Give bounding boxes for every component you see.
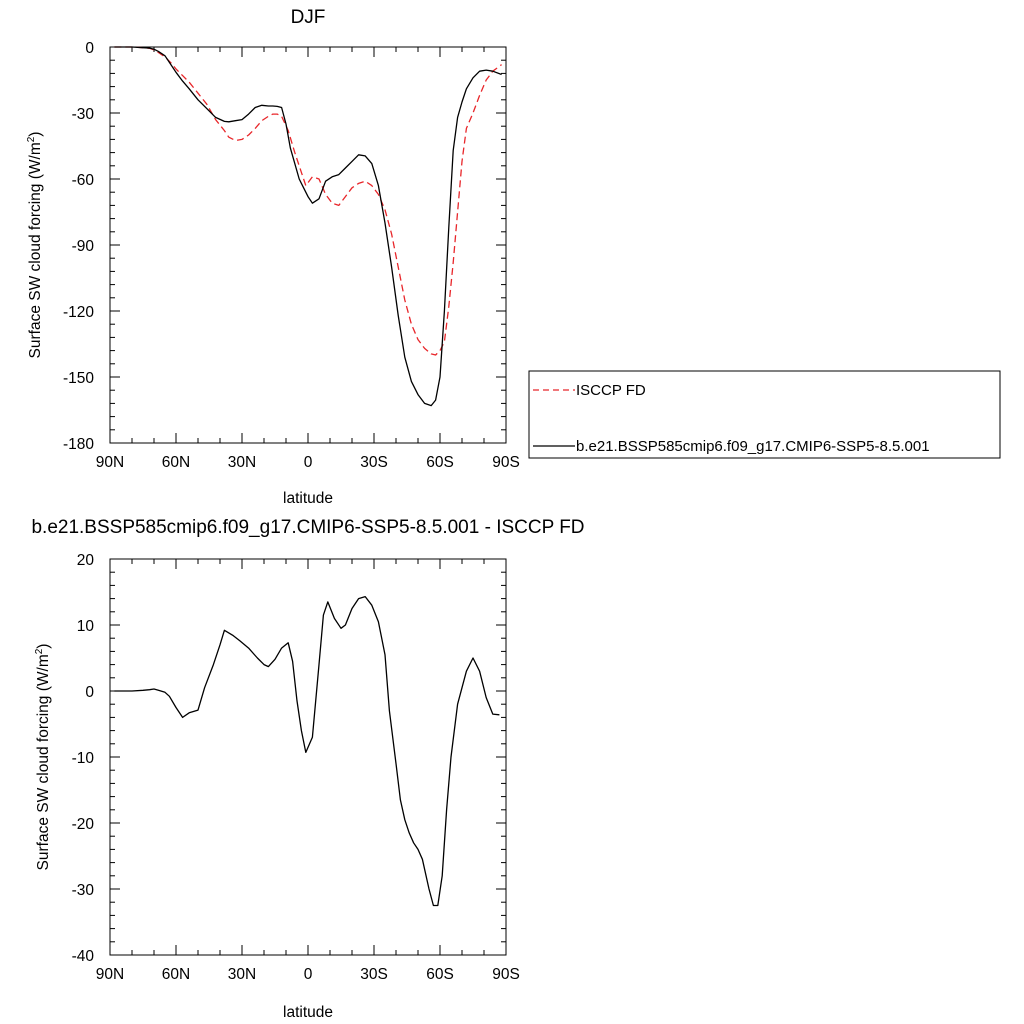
y-tick-label: -30 xyxy=(72,106,95,123)
bottom-plot-series xyxy=(114,595,500,907)
x-tick-label: 30N xyxy=(228,966,256,983)
x-tick-label: 0 xyxy=(304,454,313,471)
top-plot-y-axis-label-main: Surface SW cloud forcing (W/m xyxy=(27,142,44,358)
top-plot-x-axis-label: latitude xyxy=(283,490,333,507)
top-plot-frame xyxy=(109,46,507,444)
legend-box xyxy=(528,370,1001,459)
series-line-difference xyxy=(114,595,500,907)
y-tick-label: -90 xyxy=(72,238,95,255)
y-tick-label: -20 xyxy=(72,816,95,833)
top-plot: DJF 90N 60N 30N 0 30S 60S 90S 0 -30 -60 -90 -120 -15… xyxy=(26,7,520,507)
bottom-plot-title: b.e21.BSSP585cmip6.f09_g17.CMIP6-SSP5-8.… xyxy=(31,517,584,538)
top-plot-series xyxy=(114,46,502,407)
bottom-plot-frame xyxy=(109,558,507,956)
bottom-plot-y-axis-label: Surface SW cloud forcing (W/m2) xyxy=(34,644,52,871)
series-line-model xyxy=(114,46,502,407)
y-tick-label: -30 xyxy=(72,882,95,899)
top-plot-ticks: 90N 60N 30N 0 30S 60S 90S 0 -30 -60 -90 -120 -150 -18… xyxy=(63,40,520,471)
bottom-plot-y-axis-label-sup: 2 xyxy=(34,648,45,654)
y-tick-label: -10 xyxy=(72,750,95,767)
top-plot-y-axis-label-close: ) xyxy=(27,132,44,137)
top-plot-title: DJF xyxy=(291,7,326,28)
legend-label-model: b.e21.BSSP585cmip6.f09_g17.CMIP6-SSP5-8.… xyxy=(576,438,930,455)
bottom-plot-ticks: 90N 60N 30N 0 30S 60S 90S 20 10 0 -10 -20 -30 -40 xyxy=(72,552,520,983)
y-tick-label: -150 xyxy=(63,370,94,387)
x-tick-label: 30N xyxy=(228,454,256,471)
y-tick-label: -60 xyxy=(72,172,95,189)
x-tick-label: 60S xyxy=(426,454,454,471)
x-tick-label: 60N xyxy=(162,454,190,471)
legend: ISCCP FD b.e21.BSSP585cmip6.f09_g17.CMIP… xyxy=(528,370,1001,459)
x-tick-label: 60S xyxy=(426,966,454,983)
y-tick-label: 0 xyxy=(85,684,94,701)
top-plot-y-axis-label-sup: 2 xyxy=(26,136,37,142)
top-plot-y-axis-label: Surface SW cloud forcing (W/m2) xyxy=(26,132,44,359)
x-tick-label: 30S xyxy=(360,454,388,471)
x-tick-label: 90N xyxy=(96,454,124,471)
bottom-plot-y-axis-label-close: ) xyxy=(35,644,52,649)
y-tick-label: 10 xyxy=(77,618,95,635)
y-tick-label: -40 xyxy=(72,948,95,965)
x-tick-label: 60N xyxy=(162,966,190,983)
y-tick-label: -180 xyxy=(63,436,94,453)
legend-label-isccp-fd: ISCCP FD xyxy=(576,382,646,399)
y-tick-label: -120 xyxy=(63,304,94,321)
bottom-plot: b.e21.BSSP585cmip6.f09_g17.CMIP6-SSP5-8.… xyxy=(31,517,584,1021)
x-tick-label: 90S xyxy=(492,966,520,983)
y-tick-label: 0 xyxy=(85,40,94,57)
y-tick-label: 20 xyxy=(77,552,95,569)
x-tick-label: 0 xyxy=(304,966,313,983)
x-tick-label: 90S xyxy=(492,454,520,471)
bottom-plot-x-axis-label: latitude xyxy=(283,1004,333,1021)
x-tick-label: 90N xyxy=(96,966,124,983)
bottom-plot-y-axis-label-main: Surface SW cloud forcing (W/m xyxy=(35,654,52,870)
series-line-isccp-fd xyxy=(114,46,502,356)
x-tick-label: 30S xyxy=(360,966,388,983)
